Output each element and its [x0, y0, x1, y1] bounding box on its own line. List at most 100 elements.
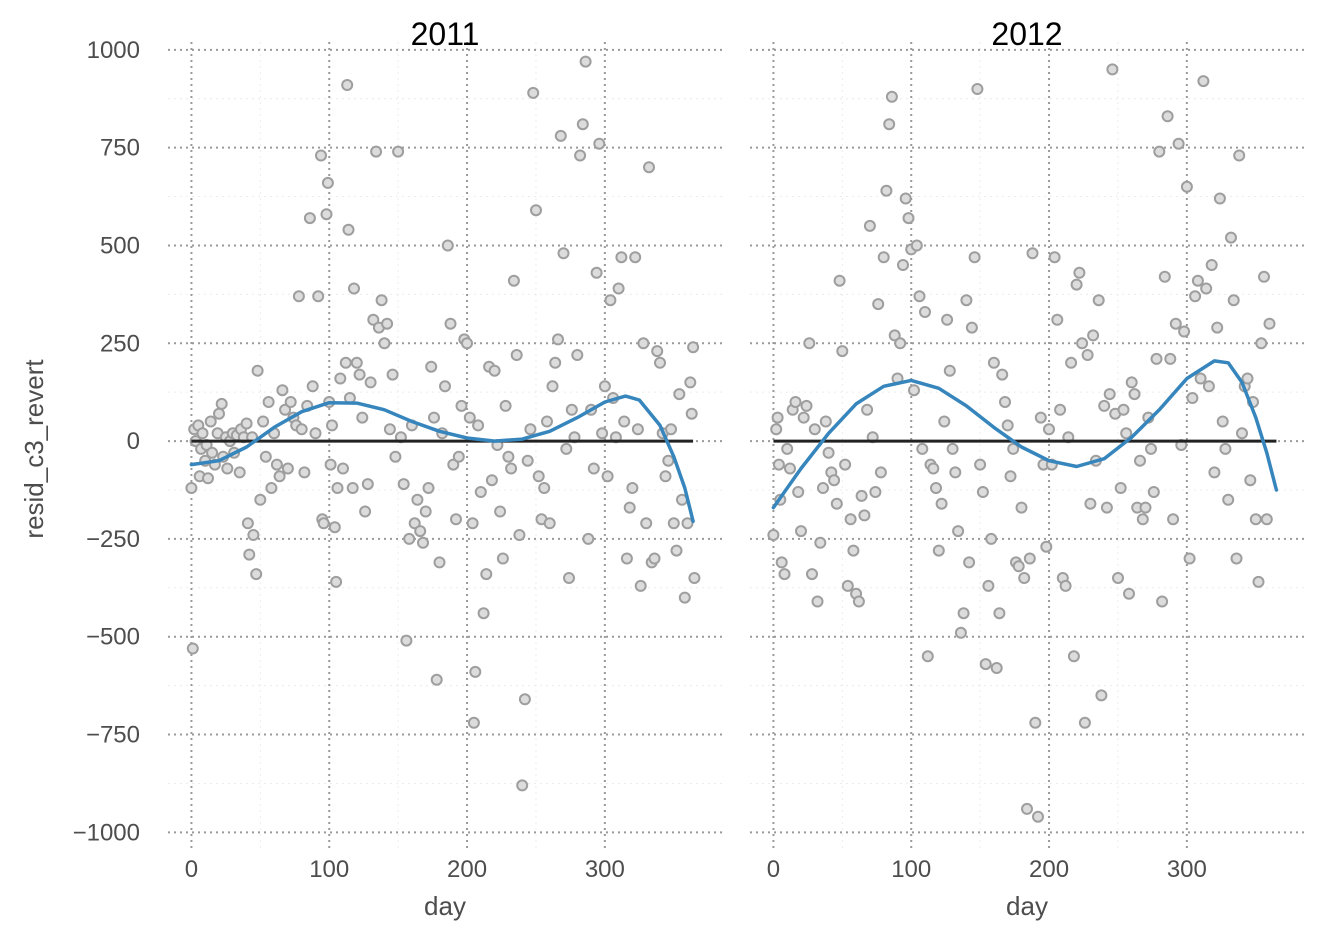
data-point	[1139, 501, 1152, 514]
data-point	[1156, 595, 1169, 608]
data-point	[1169, 317, 1182, 330]
data-point	[1084, 497, 1097, 510]
data-point	[411, 493, 424, 506]
data-point	[957, 607, 970, 620]
data-point	[659, 470, 672, 483]
data-point	[687, 341, 700, 354]
data-point	[806, 568, 818, 581]
data-point	[681, 517, 694, 530]
data-point	[259, 450, 272, 463]
data-point	[968, 251, 981, 264]
data-point	[324, 458, 337, 471]
data-point	[292, 290, 305, 303]
data-point	[499, 399, 512, 412]
data-point	[996, 368, 1009, 381]
x-tick-label: 200	[447, 856, 487, 883]
data-point	[185, 482, 198, 494]
data-point	[963, 556, 976, 569]
data-point	[587, 462, 600, 475]
data-point	[563, 572, 575, 584]
data-point	[1023, 552, 1036, 565]
data-point	[667, 517, 680, 530]
data-point	[1092, 294, 1105, 307]
data-point	[629, 251, 642, 264]
data-point	[1051, 313, 1064, 326]
data-point	[247, 529, 260, 541]
data-point	[243, 548, 256, 561]
data-point	[1123, 587, 1135, 600]
data-point	[342, 223, 355, 236]
data-point	[662, 454, 675, 467]
smooth-trend-line	[189, 394, 695, 524]
data-point	[206, 446, 219, 459]
data-point	[417, 536, 429, 549]
data-point	[334, 372, 347, 385]
data-point	[1098, 399, 1111, 412]
data-point	[186, 642, 199, 655]
data-point	[480, 568, 493, 581]
data-point	[1178, 325, 1191, 338]
data-point	[279, 403, 292, 416]
data-point	[1112, 572, 1124, 584]
data-point	[1125, 376, 1138, 389]
data-point	[1233, 149, 1246, 162]
data-point	[350, 356, 363, 369]
data-point	[321, 176, 334, 189]
data-point	[1106, 63, 1119, 76]
data-point	[1034, 411, 1047, 424]
data-point	[477, 607, 490, 620]
data-point	[684, 376, 697, 389]
data-point	[946, 442, 959, 455]
data-point	[582, 532, 595, 545]
data-point	[441, 239, 454, 252]
data-point	[1222, 493, 1235, 506]
data-point	[913, 290, 926, 303]
data-point	[863, 219, 876, 232]
data-point	[1252, 575, 1265, 588]
data-point	[869, 486, 882, 498]
data-point	[284, 396, 297, 408]
data-point	[665, 423, 677, 436]
data-point	[265, 482, 278, 494]
data-point	[461, 337, 473, 350]
data-point	[472, 419, 485, 432]
data-point	[254, 493, 267, 506]
data-point	[985, 532, 998, 545]
data-point	[389, 450, 402, 463]
data-point	[1202, 380, 1215, 393]
data-point	[320, 208, 333, 221]
data-point	[241, 517, 254, 530]
x-tick-label: 200	[1029, 856, 1069, 883]
data-point	[833, 274, 846, 287]
data-point	[596, 427, 609, 440]
data-point	[331, 482, 344, 494]
data-point	[965, 321, 978, 334]
data-point	[932, 544, 945, 557]
data-point	[541, 415, 553, 428]
data-point	[1078, 716, 1091, 729]
data-point	[330, 575, 343, 588]
data-point	[1211, 321, 1224, 334]
data-point	[433, 556, 446, 569]
data-point	[770, 423, 783, 436]
data-point	[1200, 282, 1213, 295]
data-point	[618, 415, 631, 428]
data-point	[1263, 317, 1276, 330]
data-point	[1236, 427, 1248, 440]
data-point	[518, 693, 531, 706]
data-point	[1241, 372, 1254, 385]
data-point	[778, 568, 791, 581]
data-point	[546, 380, 559, 393]
data-point	[643, 161, 655, 174]
data-point	[971, 83, 984, 95]
y-tick-label: −750	[86, 722, 140, 749]
data-point	[781, 442, 794, 455]
data-point	[982, 579, 995, 592]
data-point	[554, 129, 567, 142]
data-point	[1161, 110, 1174, 123]
data-point	[883, 118, 896, 131]
data-point	[1081, 349, 1094, 361]
data-point	[328, 521, 341, 534]
x-tick-label: 100	[309, 856, 349, 883]
